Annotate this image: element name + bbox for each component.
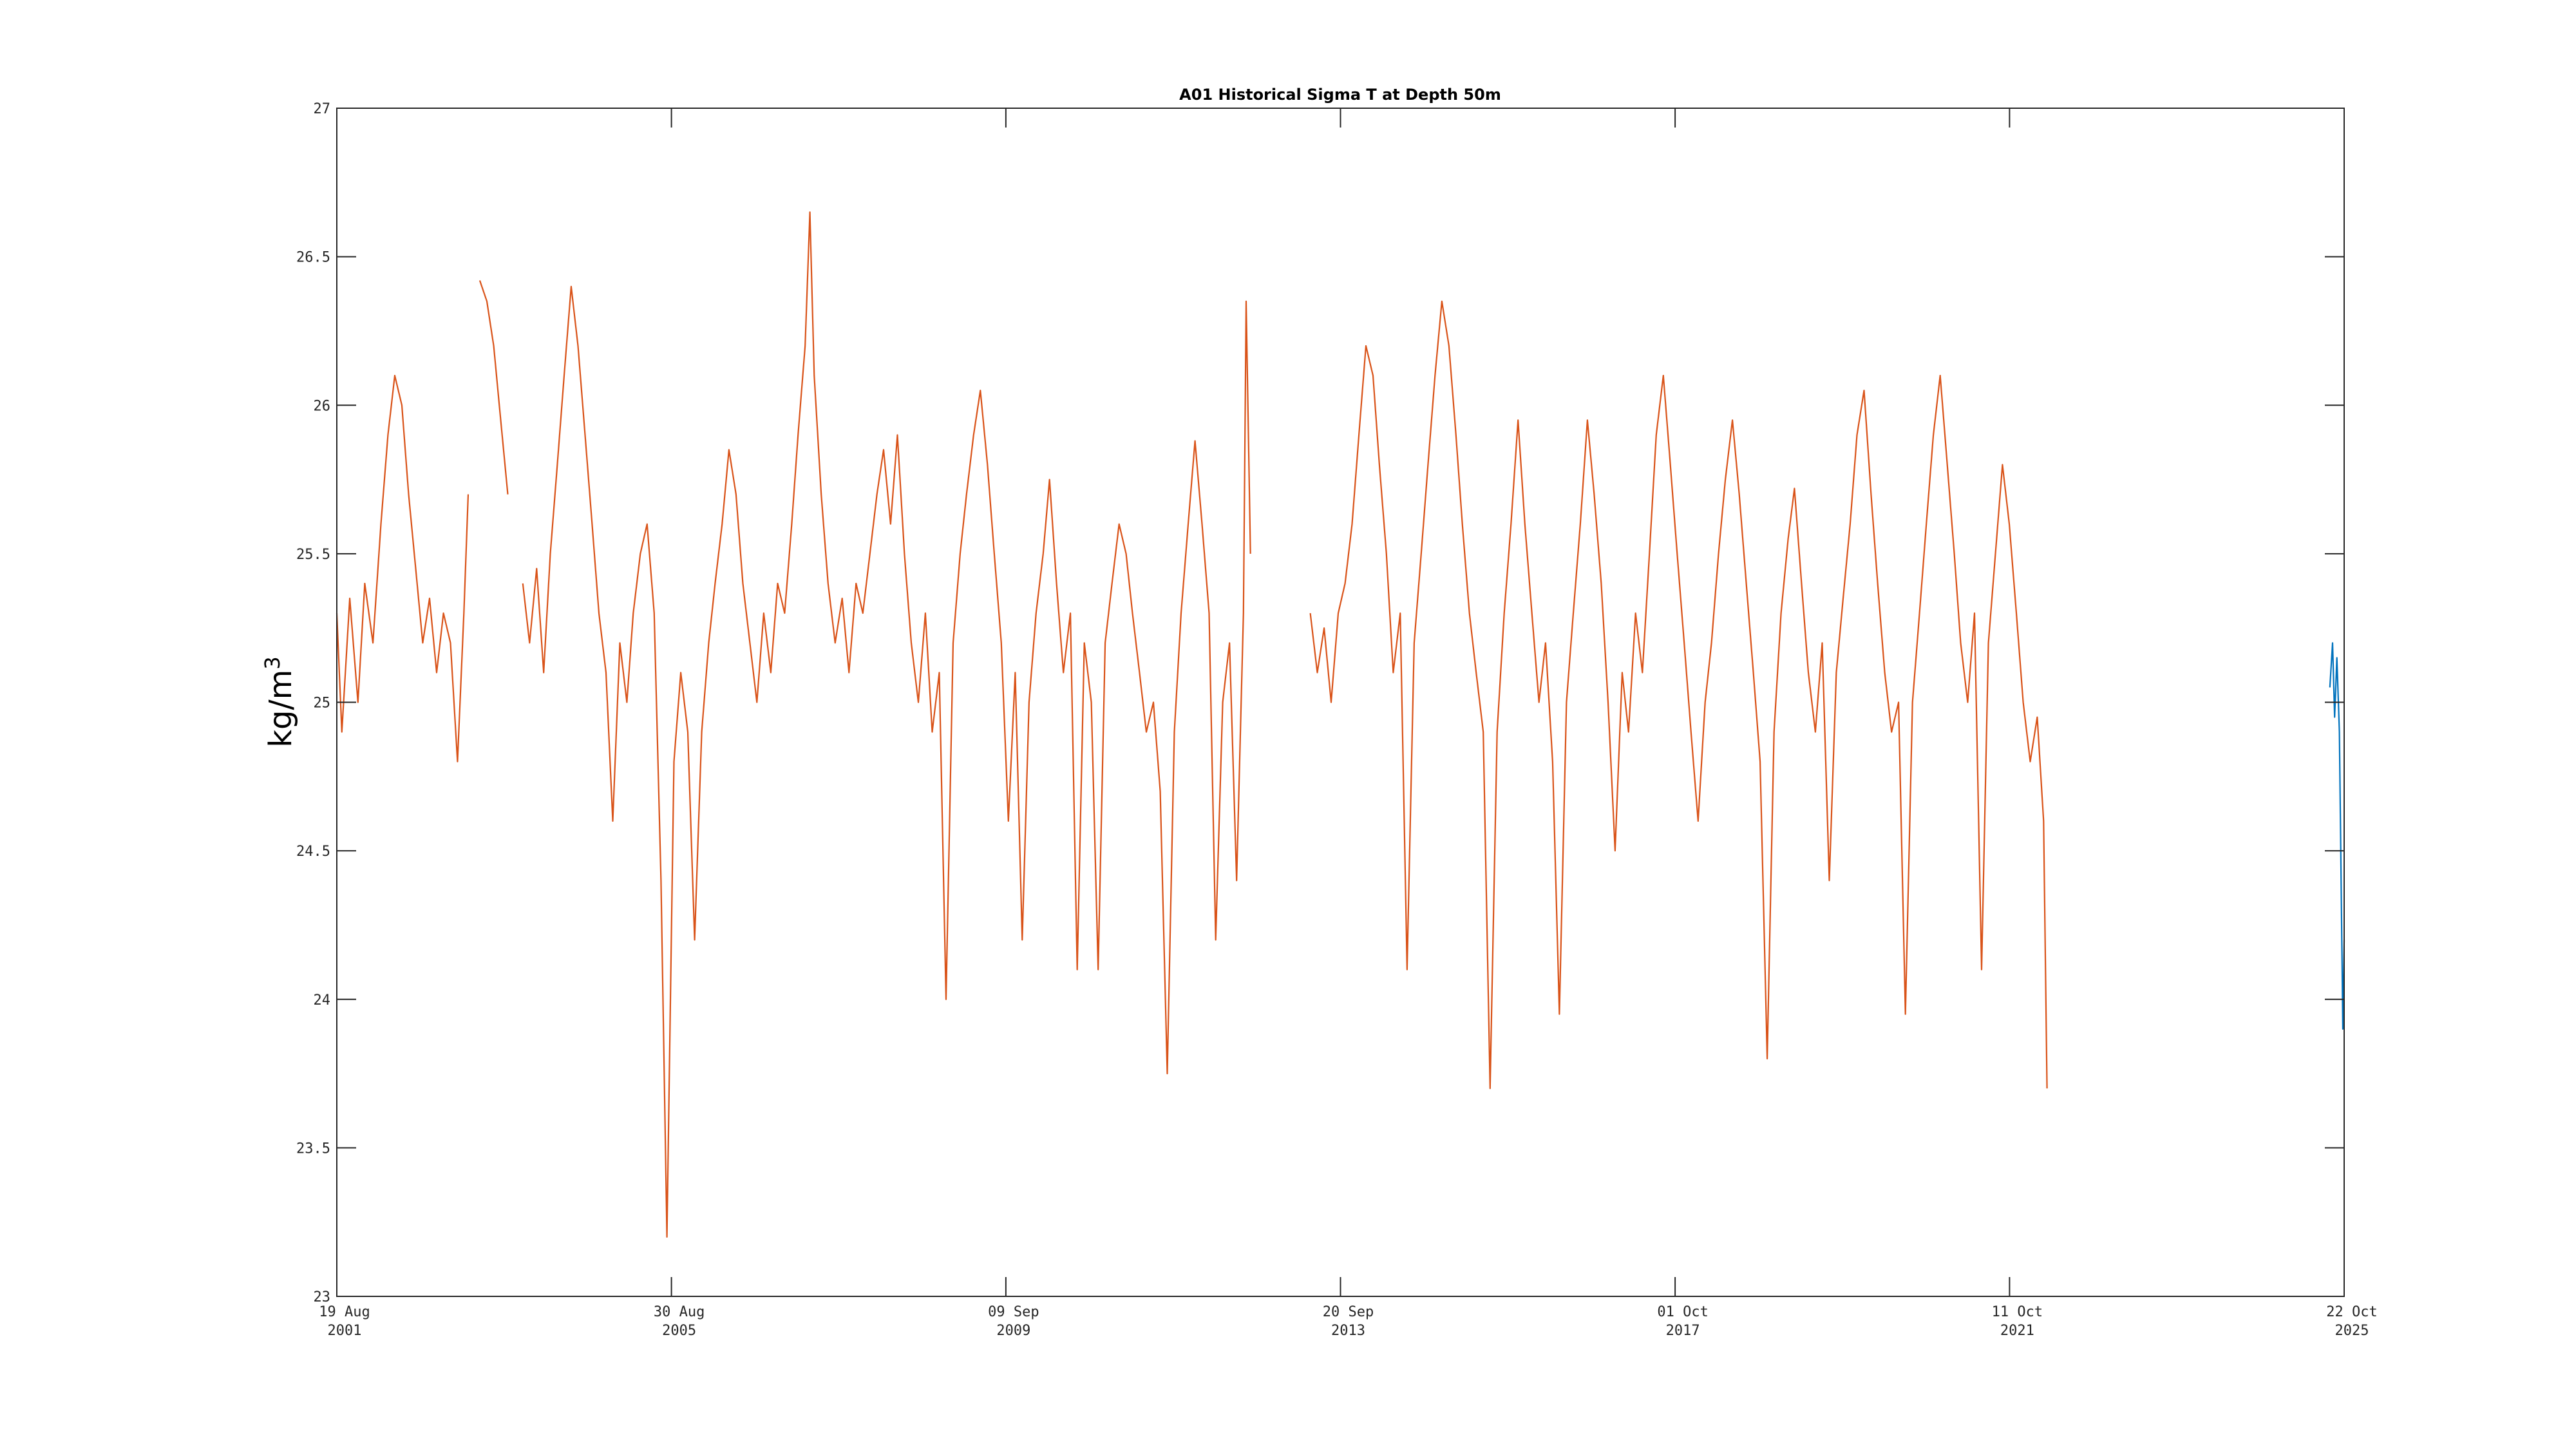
y-tick-label: 27	[314, 101, 331, 117]
y-axis-label-superscript: 3	[260, 656, 285, 669]
series-2-line-segment-1	[2329, 642, 2345, 1030]
x-tick-label-day: 09 Sep	[988, 1304, 1039, 1320]
series-layer	[336, 211, 2345, 1238]
y-tick-label: 25.5	[296, 547, 330, 563]
series-1-line-segment-4	[1309, 300, 2048, 1090]
y-tick-label: 26	[314, 398, 331, 414]
axes-box	[336, 108, 2345, 1297]
x-tick-label-year: 2001	[328, 1323, 362, 1339]
plot-area	[337, 108, 2344, 1296]
y-tick-label: 24.5	[296, 844, 330, 860]
y-tick-label: 26.5	[296, 250, 330, 266]
ticks-layer: 23 23.5 24 24.5 25 25.5 26 26.5 27 19 Aug 2001 30 A…	[296, 101, 2378, 1339]
x-tick-label-day: 01 Oct	[1657, 1304, 1708, 1320]
x-tick-label-day: 22 Oct	[2326, 1304, 2377, 1320]
x-tick-label-day: 19 Aug	[319, 1304, 370, 1320]
series-1-line-segment-1	[336, 374, 469, 762]
series-1-line-segment-2	[478, 280, 509, 495]
y-tick-label: 23.5	[296, 1141, 330, 1157]
y-tick-label: 25	[314, 696, 331, 712]
x-tick-label-year: 2021	[2000, 1323, 2034, 1339]
x-tick-label-year: 2025	[2335, 1323, 2369, 1339]
x-tick-label-year: 2013	[1331, 1323, 1365, 1339]
x-tick-label-day: 30 Aug	[654, 1304, 705, 1320]
series-1-line-segment-3	[522, 211, 1251, 1238]
chart-title: A01 Historical Sigma T at Depth 50m	[1179, 86, 1501, 104]
x-tick-label-day: 11 Oct	[1992, 1304, 2043, 1320]
y-axis-label-unit: kg/m	[263, 670, 299, 748]
x-tick-label-year: 2009	[996, 1323, 1030, 1339]
x-tick-label-day: 20 Sep	[1323, 1304, 1374, 1320]
y-axis-label: kg/m3	[260, 656, 299, 748]
y-tick-label: 24	[314, 992, 331, 1009]
x-tick-label-year: 2017	[1666, 1323, 1700, 1339]
y-tick-label: 23	[314, 1289, 331, 1305]
x-tick-label-year: 2005	[662, 1323, 696, 1339]
